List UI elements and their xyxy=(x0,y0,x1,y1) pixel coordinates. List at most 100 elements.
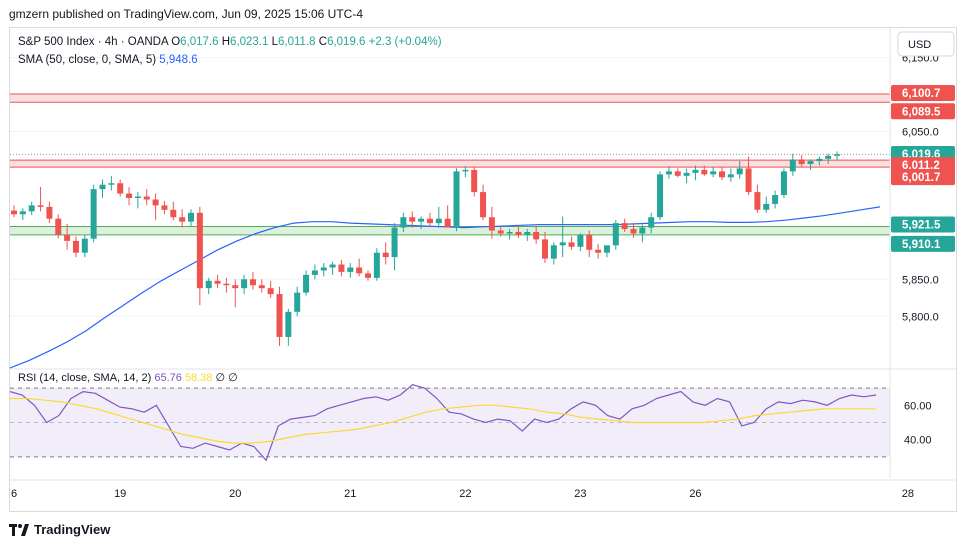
candle xyxy=(294,286,301,317)
level-label-text: 6,011.2 xyxy=(902,160,940,172)
candle xyxy=(347,263,354,278)
rsi-ma-line xyxy=(10,397,876,444)
candle-body xyxy=(559,242,566,246)
candle xyxy=(586,230,593,258)
candle xyxy=(276,286,283,346)
currency-button-box xyxy=(897,31,955,57)
candle xyxy=(674,168,681,178)
candle-body xyxy=(444,218,451,228)
level-label-bg xyxy=(891,157,955,174)
candle xyxy=(249,271,256,290)
candle xyxy=(196,206,203,306)
candle-body xyxy=(542,239,548,259)
candle-body xyxy=(223,283,230,286)
candle-body xyxy=(179,217,186,222)
footer-brand[interactable]: TradingView xyxy=(9,522,110,537)
candle xyxy=(630,223,637,238)
candle-body xyxy=(241,279,248,289)
candle-body xyxy=(134,196,141,198)
candle xyxy=(365,270,371,281)
candle xyxy=(506,229,513,240)
candle xyxy=(807,159,814,170)
candle-body xyxy=(780,171,787,196)
candle-body xyxy=(533,232,540,240)
candle xyxy=(683,168,690,184)
candle xyxy=(267,280,274,298)
candle-body xyxy=(373,252,380,278)
candle xyxy=(559,216,566,258)
candle xyxy=(152,193,159,221)
candle-body xyxy=(506,232,513,234)
chart-frame[interactable]: S&P 500 Index · 4h · OANDA O6,017.6 H6,0… xyxy=(9,27,957,512)
candle-body xyxy=(524,232,531,235)
candle-body xyxy=(188,212,194,222)
candle-body xyxy=(161,205,168,210)
candle xyxy=(170,201,177,221)
candle-body xyxy=(488,217,495,231)
level-label: 5,910.1 xyxy=(891,235,955,252)
candle xyxy=(701,165,708,176)
publish-line: gmzern published on TradingView.com, Jun… xyxy=(9,7,363,21)
candle xyxy=(126,186,133,206)
time-tick-label: 6 xyxy=(11,488,17,500)
candle-body xyxy=(267,288,274,295)
zone-green-2 xyxy=(10,226,890,235)
candle xyxy=(515,226,522,238)
candle-body xyxy=(639,227,646,234)
candle xyxy=(719,166,725,181)
candle-body xyxy=(727,174,734,178)
currency-button[interactable]: USD xyxy=(897,31,955,57)
price-tick-label: 5,800.0 xyxy=(902,311,939,323)
level-label: 6,001.7 xyxy=(891,169,955,186)
candle xyxy=(188,209,194,227)
candle xyxy=(391,223,398,271)
candle-body xyxy=(196,212,203,289)
candle-body xyxy=(834,154,841,156)
candle-body xyxy=(320,267,327,271)
zone-red-0 xyxy=(10,94,890,103)
currency-button-label: USD xyxy=(908,39,931,51)
candle xyxy=(834,151,841,161)
candle xyxy=(816,156,823,166)
candle-body xyxy=(595,249,602,253)
candle-body xyxy=(338,264,345,272)
candle-body xyxy=(418,218,425,222)
candle xyxy=(28,201,35,215)
candle xyxy=(524,229,531,241)
candle-body xyxy=(126,193,133,198)
candle xyxy=(550,242,557,265)
candle xyxy=(72,236,79,258)
candle xyxy=(754,184,761,213)
candle xyxy=(488,206,495,239)
candle xyxy=(444,205,451,228)
level-label-text: 6,001.7 xyxy=(902,172,940,184)
candle xyxy=(232,279,239,308)
candle xyxy=(648,212,655,234)
candle-body xyxy=(674,171,681,176)
candle-body xyxy=(471,169,478,193)
candles xyxy=(11,151,841,346)
level-label-bg xyxy=(891,235,955,252)
candle-body xyxy=(11,210,17,215)
candle-body xyxy=(550,245,557,259)
candle xyxy=(710,166,717,178)
candle-body xyxy=(170,209,177,218)
candle-body xyxy=(719,171,725,178)
candle xyxy=(382,242,389,265)
candle xyxy=(462,166,469,178)
price-tick-label: 6,050.0 xyxy=(902,126,939,138)
candle xyxy=(577,233,584,252)
candle-body xyxy=(665,171,672,175)
candle-body xyxy=(568,242,575,247)
candle-body xyxy=(37,205,44,207)
candle xyxy=(117,179,124,197)
symbol-line: S&P 500 Index · 4h · OANDA O6,017.6 H6,0… xyxy=(18,36,442,48)
candle-body xyxy=(426,218,433,224)
price-chart-svg[interactable]: S&P 500 Index · 4h · OANDA O6,017.6 H6,0… xyxy=(9,28,956,511)
candle-body xyxy=(772,195,779,204)
candle xyxy=(55,214,62,239)
candle-body xyxy=(754,192,761,210)
candle-body xyxy=(258,285,265,289)
candle-body xyxy=(294,292,301,312)
level-label-text: 6,100.7 xyxy=(902,88,940,100)
